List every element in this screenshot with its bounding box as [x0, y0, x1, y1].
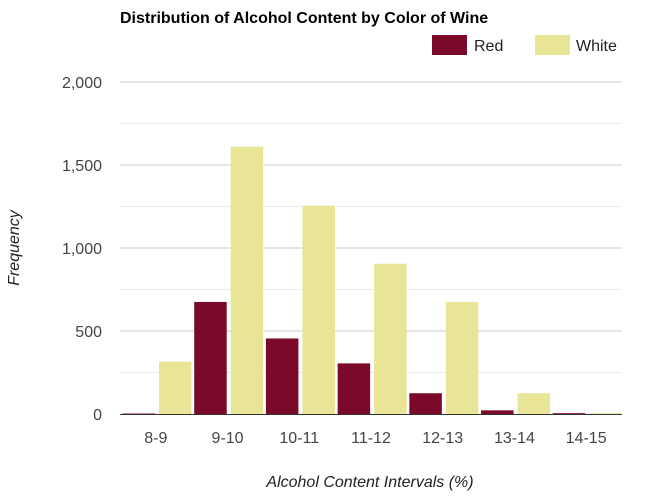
x-tick-label: 11-12	[351, 430, 391, 447]
y-tick-label: 1,500	[62, 158, 102, 175]
bar-red-13-14	[481, 410, 514, 414]
bar-white-11-12	[374, 263, 407, 414]
bar-red-9-10	[194, 301, 227, 414]
y-tick-label: 0	[93, 407, 102, 424]
x-tick-label: 12-13	[422, 430, 463, 447]
x-axis-title: Alcohol Content Intervals (%)	[265, 474, 473, 491]
x-tick-label: 14-15	[566, 430, 607, 447]
legend-swatch-white	[535, 35, 570, 55]
bar-white-13-14	[517, 393, 551, 414]
y-axis-title: Frequency	[6, 209, 23, 286]
x-axis-ticks: 8-9 9-10 10-11 11-12 12-13 13-14 14-15	[144, 430, 606, 447]
bar-white-14-15	[589, 413, 622, 414]
legend-swatch-red	[432, 35, 467, 55]
chart-title: Distribution of Alcohol Content by Color…	[120, 10, 488, 27]
bar-white-9-10	[230, 146, 264, 415]
legend-label-white: White	[576, 38, 617, 55]
bar-red-12-13	[409, 393, 442, 414]
bar-white-8-9	[159, 361, 192, 414]
bars	[122, 146, 622, 415]
x-tick-label: 13-14	[494, 430, 535, 447]
y-tick-label: 1,000	[62, 241, 102, 258]
bar-red-14-15	[552, 413, 586, 414]
bar-white-10-11	[302, 205, 335, 414]
legend-label-red: Red	[474, 38, 503, 55]
legend: Red White	[432, 35, 617, 55]
x-tick-label: 9-10	[212, 430, 244, 447]
y-tick-label: 500	[75, 324, 102, 341]
bar-white-12-13	[445, 301, 479, 414]
x-tick-label: 8-9	[144, 430, 167, 447]
y-axis-ticks: 0 500 1,000 1,500 2,000	[62, 75, 102, 424]
bar-red-10-11	[265, 338, 299, 414]
bar-red-11-12	[337, 363, 371, 414]
x-tick-label: 10-11	[279, 430, 319, 447]
y-tick-label: 2,000	[62, 75, 102, 92]
